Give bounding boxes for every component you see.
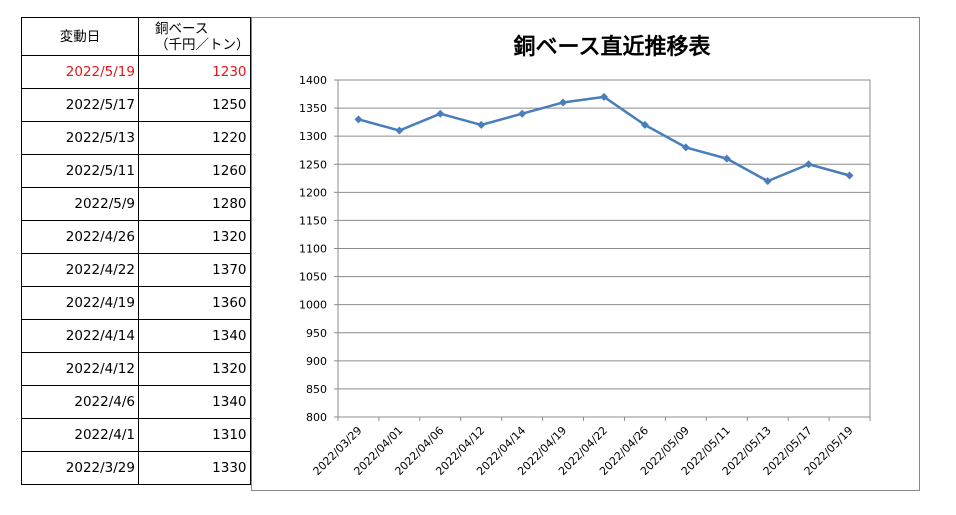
table-row: 2022/4/26 1320 <box>21 220 251 254</box>
y-tick-label: 900 <box>306 355 327 368</box>
date-cell: 2022/5/17 <box>21 88 139 122</box>
price-cell: 1370 <box>138 253 251 287</box>
y-tick-label: 1300 <box>299 130 327 143</box>
data-point <box>722 154 731 163</box>
table-row: 2022/5/11 1260 <box>21 154 251 188</box>
data-point <box>477 120 486 129</box>
date-cell: 2022/4/6 <box>21 385 139 419</box>
price-cell: 1320 <box>138 352 251 386</box>
price-cell: 1310 <box>138 418 251 452</box>
header-price: 銅ベース （千円／トン） <box>138 17 251 56</box>
y-tick-label: 1400 <box>299 74 327 87</box>
date-cell: 2022/4/12 <box>21 352 139 386</box>
table-row: 2022/3/29 1330 <box>21 451 251 485</box>
price-cell: 1340 <box>138 319 251 353</box>
data-point <box>395 126 404 135</box>
price-cell: 1320 <box>138 220 251 254</box>
y-tick-label: 1200 <box>299 186 327 199</box>
data-point <box>845 171 854 180</box>
table-row: 2022/5/9 1280 <box>21 187 251 221</box>
data-point <box>681 143 690 152</box>
data-point <box>600 92 608 101</box>
price-cell: 1230 <box>138 55 251 89</box>
y-tick-label: 850 <box>306 383 327 396</box>
series-line <box>358 95 850 183</box>
date-cell: 2022/5/11 <box>21 154 139 188</box>
table-row: 2022/5/13 1220 <box>21 121 251 155</box>
date-cell: 2022/5/19 <box>21 55 139 89</box>
date-cell: 2022/4/26 <box>21 220 139 254</box>
header-price-line2: （千円／トン） <box>155 36 250 53</box>
y-tick-label: 1000 <box>299 299 327 312</box>
price-cell: 1260 <box>138 154 251 188</box>
table-row: 2022/5/19 1230 <box>21 55 251 89</box>
y-tick-label: 950 <box>306 327 327 340</box>
chart-frame: 銅ベース直近推移表 800 850 900 950 1000 1050 1100 1150 120… <box>251 17 920 491</box>
data-point <box>436 109 445 118</box>
y-tick-label: 800 <box>306 411 327 424</box>
price-cell: 1250 <box>138 88 251 122</box>
table-row: 2022/4/6 1340 <box>21 385 251 419</box>
date-cell: 2022/4/1 <box>21 418 139 452</box>
date-cell: 2022/3/29 <box>21 451 139 485</box>
date-cell: 2022/4/19 <box>21 286 139 320</box>
price-cell: 1340 <box>138 385 251 419</box>
y-tick-label: 1050 <box>299 271 327 284</box>
header-date: 変動日 <box>21 17 139 56</box>
table-row: 2022/5/17 1250 <box>21 88 251 122</box>
y-tick-label: 1150 <box>299 214 327 227</box>
data-point <box>763 177 772 186</box>
price-cell: 1280 <box>138 187 251 221</box>
date-cell: 2022/5/13 <box>21 121 139 155</box>
table-row: 2022/4/14 1340 <box>21 319 251 353</box>
data-point <box>518 109 527 118</box>
data-point <box>559 98 568 107</box>
data-point <box>804 160 813 169</box>
data-point <box>640 120 649 129</box>
y-tick-label: 1350 <box>299 102 327 115</box>
line-chart: 銅ベース直近推移表 800 850 900 950 1000 1050 1100 1150 120… <box>299 34 871 478</box>
y-tick-label: 1250 <box>299 158 327 171</box>
date-cell: 2022/4/14 <box>21 319 139 353</box>
date-cell: 2022/4/22 <box>21 253 139 287</box>
table-body: 2022/5/19 1230 2022/5/17 1250 2022/5/13 1220 2… <box>21 55 251 485</box>
table-row: 2022/4/22 1370 <box>21 253 251 287</box>
y-tick-label: 1100 <box>299 243 327 256</box>
price-cell: 1360 <box>138 286 251 320</box>
chart-title: 銅ベース直近推移表 <box>514 34 712 60</box>
price-table: 変動日 銅ベース （千円／トン） 2022/5/19 1230 2022/5/17 1… <box>21 17 251 485</box>
table-header-row: 変動日 銅ベース （千円／トン） <box>21 17 251 56</box>
table-row: 2022/4/1 1310 <box>21 418 251 452</box>
table-row: 2022/4/19 1360 <box>21 286 251 320</box>
table-row: 2022/4/12 1320 <box>21 352 251 386</box>
date-cell: 2022/5/9 <box>21 187 139 221</box>
price-cell: 1330 <box>138 451 251 485</box>
price-cell: 1220 <box>138 121 251 155</box>
header-price-line1: 銅ベース <box>155 20 209 37</box>
data-point <box>354 115 363 124</box>
